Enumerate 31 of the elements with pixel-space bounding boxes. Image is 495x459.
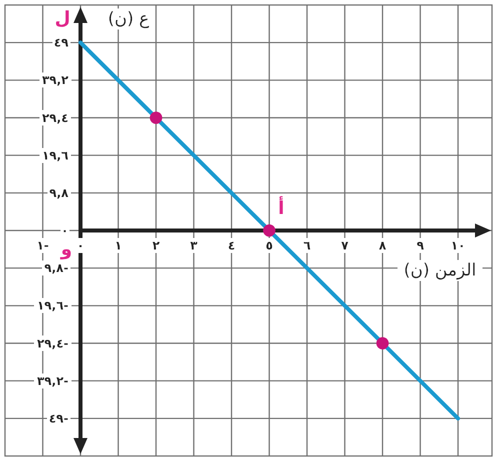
x-tick-label: ١ <box>114 238 122 252</box>
y-tick-label: ٠ <box>61 224 69 238</box>
x-tick-label: ٠ <box>76 238 84 252</box>
annotation: أ <box>278 196 284 219</box>
x-tick-label: ١٠ <box>450 238 466 252</box>
x-tick-label: ٣ <box>190 238 198 252</box>
x-axis-title: الزمن (ن) <box>404 260 476 280</box>
x-tick-label: ٢ <box>152 238 160 252</box>
y-tick-label: ٤٩ <box>54 36 70 50</box>
annotation: ل <box>54 8 70 30</box>
x-tick-label: ٩ <box>416 238 425 252</box>
y-tick-label: ٢٩,٤- <box>36 336 69 350</box>
x-tick-label: ١- <box>36 238 49 252</box>
point <box>376 337 389 350</box>
y-tick-label: ٩,٨ <box>49 186 70 200</box>
x-tick-label: ٨ <box>378 238 387 252</box>
y-tick-label: ٤٩- <box>48 411 69 426</box>
x-tick-label: ٧ <box>341 238 350 252</box>
y-axis-title: ع (ن) <box>108 9 150 29</box>
x-tick-label: ٥ <box>266 238 273 252</box>
point <box>150 112 162 124</box>
y-tick-label: ١٩,٦- <box>36 298 69 313</box>
x-tick-label: ٦ <box>303 238 311 252</box>
y-tick-label: ٢٩,٤ <box>42 110 69 125</box>
y-tick-label: ٩,٨- <box>44 261 69 276</box>
y-tick-label: ٣٩,٢ <box>42 73 70 88</box>
y-tick-label: ٣٩,٢- <box>36 374 69 388</box>
x-tick-label: ٤ <box>228 238 236 252</box>
y-tick-label: ١٩,٦ <box>42 148 69 162</box>
point <box>263 224 276 237</box>
annotation: و <box>60 239 72 260</box>
